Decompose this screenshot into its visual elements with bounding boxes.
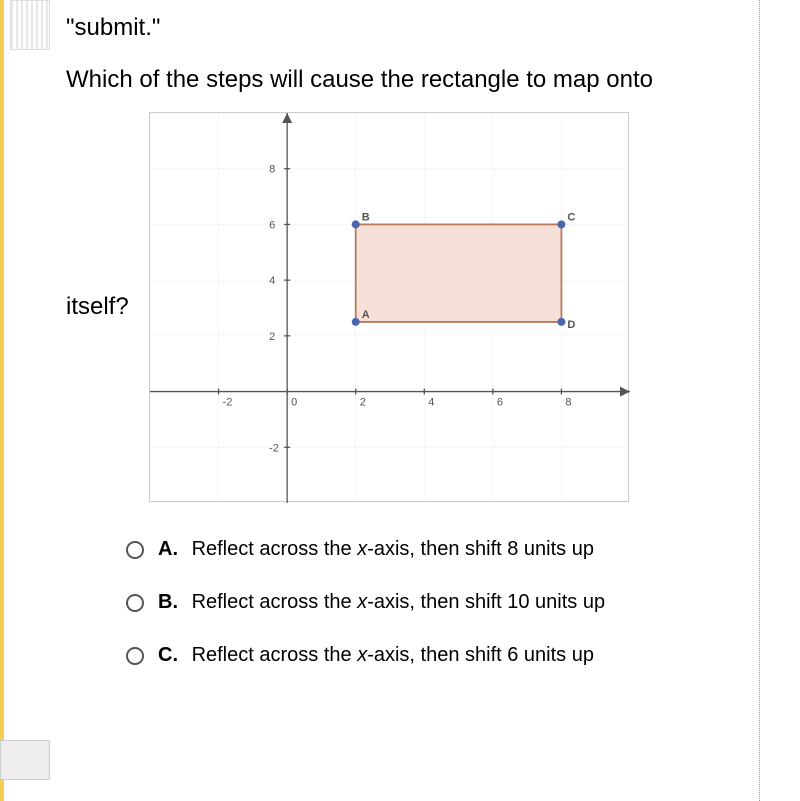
option-b[interactable]: B. Reflect across the x-axis, then shift…	[126, 591, 770, 614]
option-label: B. Reflect across the x-axis, then shift…	[158, 591, 605, 614]
svg-text:6: 6	[269, 219, 275, 231]
option-text-post: -axis, then shift 8 units up	[367, 538, 594, 560]
svg-text:0: 0	[291, 397, 297, 409]
svg-text:6: 6	[497, 397, 503, 409]
radio-icon	[126, 541, 144, 559]
option-text-post: -axis, then shift 10 units up	[367, 591, 605, 613]
option-axis: x	[357, 591, 367, 613]
chart-svg: A B C D -2 0 2 4 6 8 -2 2 4 6 8	[150, 113, 630, 503]
coordinate-chart: A B C D -2 0 2 4 6 8 -2 2 4 6 8	[149, 112, 629, 502]
option-label: C. Reflect across the x-axis, then shift…	[158, 644, 594, 667]
option-text-pre: Reflect across the	[192, 591, 358, 613]
option-a[interactable]: A. Reflect across the x-axis, then shift…	[126, 538, 770, 561]
option-label: A. Reflect across the x-axis, then shift…	[158, 538, 594, 561]
binder-strip	[10, 0, 50, 50]
radio-icon	[126, 594, 144, 612]
svg-text:A: A	[361, 309, 369, 321]
svg-text:8: 8	[565, 397, 571, 409]
question-text: Which of the steps will cause the rectan…	[66, 66, 770, 94]
side-tab	[0, 740, 50, 780]
option-letter: C.	[158, 644, 178, 666]
option-text-post: -axis, then shift 6 units up	[367, 644, 594, 666]
svg-text:-2: -2	[269, 442, 279, 454]
option-letter: B.	[158, 591, 178, 613]
accent-border	[0, 0, 4, 801]
option-text-pre: Reflect across the	[192, 644, 358, 666]
right-margin-line	[759, 0, 760, 801]
itself-text: itself?	[66, 293, 129, 321]
option-axis: x	[357, 644, 367, 666]
svg-text:C: C	[567, 211, 575, 223]
svg-text:4: 4	[269, 275, 275, 287]
option-axis: x	[357, 538, 367, 560]
radio-icon	[126, 647, 144, 665]
option-c[interactable]: C. Reflect across the x-axis, then shift…	[126, 644, 770, 667]
svg-text:-2: -2	[222, 397, 232, 409]
option-letter: A.	[158, 538, 178, 560]
svg-text:D: D	[567, 319, 575, 331]
option-text-pre: Reflect across the	[192, 538, 358, 560]
content-area: "submit." Which of the steps will cause …	[66, 0, 790, 801]
svg-text:4: 4	[428, 397, 434, 409]
svg-text:B: B	[361, 211, 369, 223]
options-list: A. Reflect across the x-axis, then shift…	[66, 538, 770, 667]
svg-text:2: 2	[269, 331, 275, 343]
svg-text:2: 2	[359, 397, 365, 409]
chart-row: itself? A B C D -2 0 2 4 6 8 -2 2 4 6 8	[66, 112, 770, 502]
svg-text:8: 8	[269, 164, 275, 176]
fragment-text: "submit."	[66, 14, 770, 42]
